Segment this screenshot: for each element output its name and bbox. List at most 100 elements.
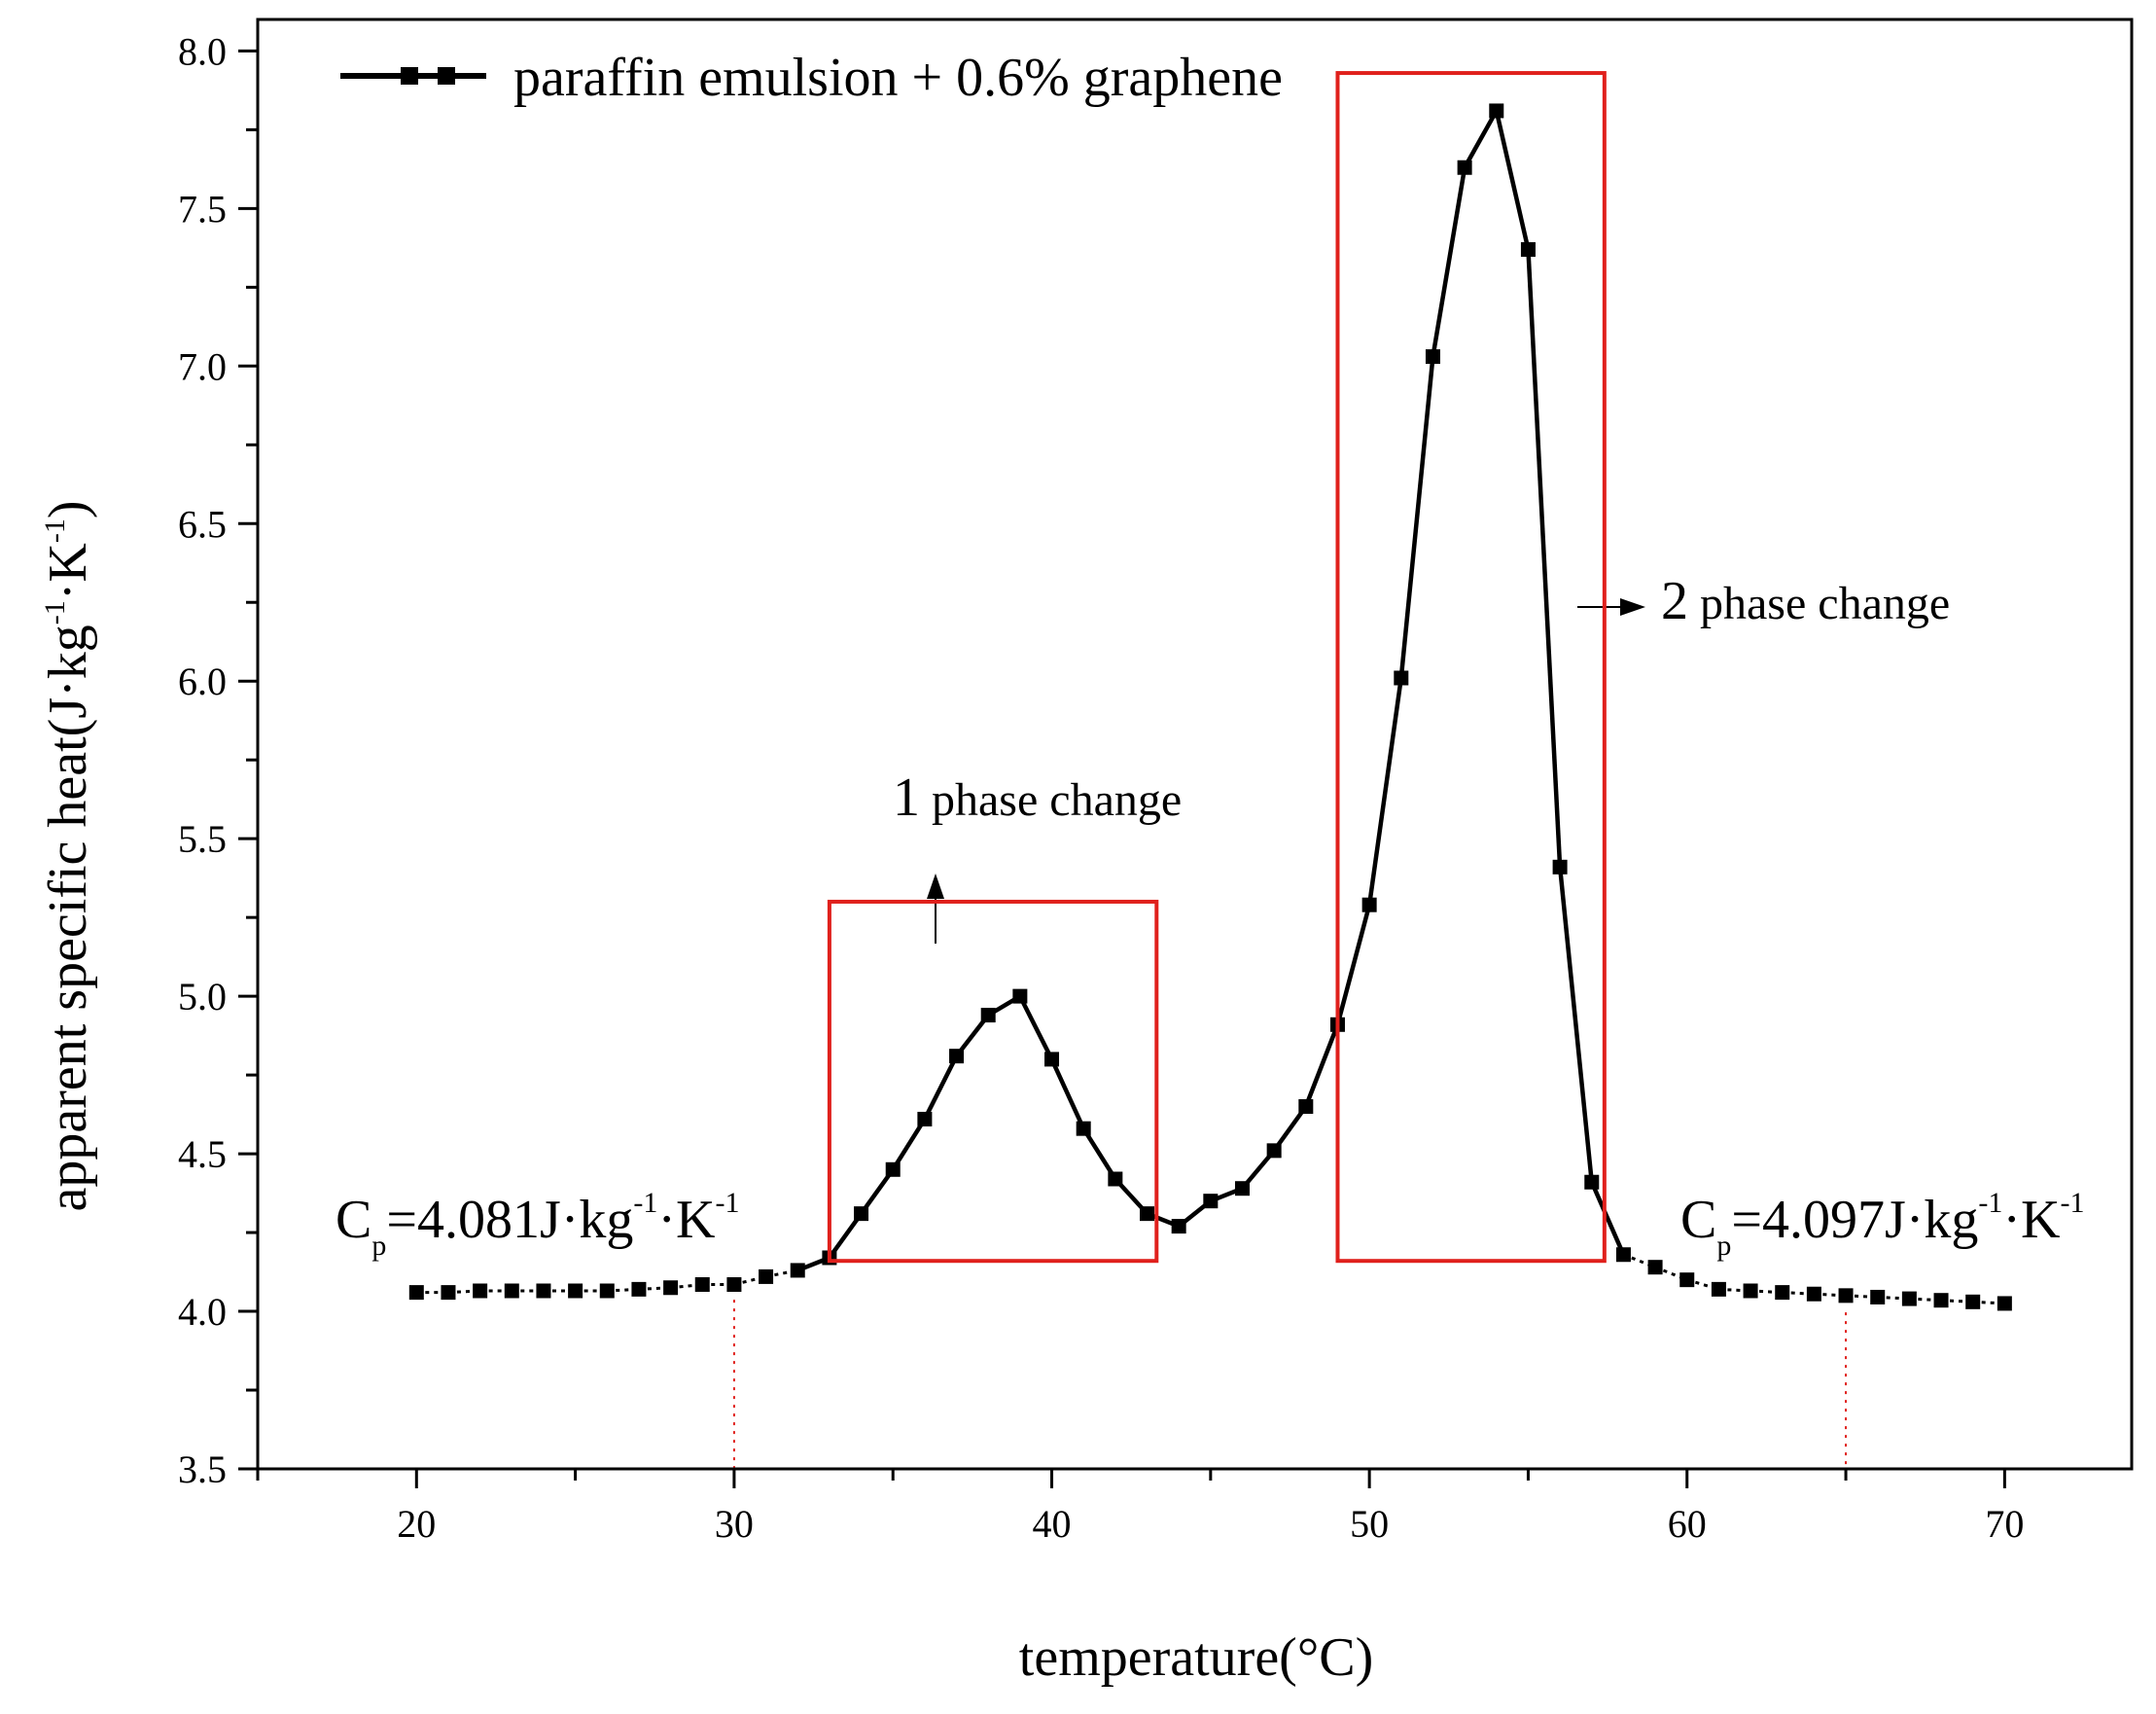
data-point-32 [790,1263,805,1278]
annotation-cp-right-c: C [1680,1190,1716,1250]
annotation-cp-right: Cp=4.097J·kg-1·K-1 [1680,1187,2084,1262]
legend-marker-1 [401,67,418,85]
x-tick-label-30: 30 [715,1502,754,1546]
y-tick-label-8.0: 8.0 [178,29,227,73]
x-tick-label-60: 60 [1668,1502,1707,1546]
data-point-50 [1361,897,1377,912]
annotation-phase-1-arrow-head [927,874,944,899]
annotation-cp-left-sup-1: -1 [633,1187,657,1219]
annotation-phase-1: 1 phase change [893,768,1182,944]
annotation-cp-right-sup-2: -1 [2060,1187,2084,1219]
data-point-47 [1266,1143,1282,1159]
annotation-cp-left-k: ·K [657,1190,715,1250]
data-point-34 [854,1206,869,1222]
y-axis-title-sup-2: -1 [39,518,71,543]
series-0-segment-36 [1557,867,1595,1183]
annotation-cp-left-value: =4.081J·kg [386,1190,633,1250]
series-0-segment-20 [1049,1057,1086,1130]
data-point-46 [1234,1181,1250,1196]
series-0-segment-15 [891,1118,927,1171]
data-point-37 [949,1049,965,1064]
data-point-66 [1870,1289,1886,1304]
y-tick-label-4.0: 4.0 [178,1290,227,1334]
annotation-cp-right-k: ·K [2002,1190,2060,1250]
y-tick-label-5.0: 5.0 [178,975,227,1018]
plot-frame [256,18,2134,1471]
data-point-62 [1743,1283,1758,1299]
data-point-51 [1394,670,1409,686]
annotation-phase-1-num: 1 [893,768,920,828]
data-point-63 [1775,1285,1790,1301]
data-point-70 [1997,1296,2012,1311]
series-0-segment-13 [828,1212,864,1260]
series-0-segment-19 [1017,995,1054,1060]
data-point-57 [1584,1174,1600,1190]
data-point-58 [1615,1247,1631,1263]
data-point-24 [536,1283,551,1299]
data-point-53 [1457,160,1472,175]
legend-marker-2 [438,67,455,85]
data-point-54 [1489,103,1504,119]
series-0-segment-35 [1526,249,1563,868]
data-point-56 [1552,859,1568,875]
data-point-61 [1711,1281,1726,1297]
annotation-phase-2-num: 2 [1661,571,1688,631]
data-point-28 [663,1280,679,1296]
y-tick-label-3.5: 3.5 [178,1447,227,1491]
series-0-segment-33 [1463,109,1499,169]
data-point-38 [980,1008,996,1023]
data-point-43 [1140,1206,1155,1222]
annotation-phase-2: 2 phase change [1577,571,1950,631]
data-point-59 [1647,1260,1663,1275]
data-point-36 [917,1111,933,1126]
x-axis-title: temperature(°C) [1019,1627,1373,1688]
series-0-segment-16 [922,1054,959,1121]
data-point-35 [885,1161,901,1177]
x-tick-label-50: 50 [1350,1502,1389,1546]
annotation-cp-right-sub: p [1716,1230,1731,1262]
data-point-22 [473,1283,488,1299]
phase-box-1 [827,899,1159,1264]
plot-area: 20 30 40 50 60 70 3.5 4.0 4.5 5.0 5.5 6.0 6.5 7.0 7.5 8… [178,29,2024,1546]
y-axis-title: apparent specific heat(J·kg-1·K-1) [38,500,98,1211]
data-point-45 [1203,1194,1219,1209]
data-point-42 [1108,1171,1123,1187]
data-point-65 [1838,1288,1854,1303]
y-tick-label-5.5: 5.5 [178,817,227,861]
series-0-segment-29 [1335,904,1372,1025]
y-axis-title-k: ·K [38,543,98,600]
data-point-48 [1298,1099,1314,1114]
annotation-cp-left-sub: p [371,1230,386,1262]
data-point-40 [1044,1052,1060,1067]
x-tick-label-40: 40 [1033,1502,1072,1546]
data-point-67 [1901,1291,1917,1306]
series-0-segment-28 [1303,1023,1340,1108]
y-tick-label-6.0: 6.0 [178,660,227,703]
data-point-52 [1425,349,1440,365]
annotation-cp-right-value: =4.097J·kg [1731,1190,1978,1250]
annotation-cp-left-sup-2: -1 [715,1187,739,1219]
y-axis-title-main: apparent specific heat(J·kg [38,625,98,1211]
x-tick-label-70: 70 [1985,1502,2024,1546]
data-point-21 [441,1285,456,1301]
series-0-segment-30 [1366,677,1404,906]
annotation-phase-2-arrow-head [1620,598,1645,616]
y-tick-label-4.5: 4.5 [178,1132,227,1176]
data-point-29 [694,1277,710,1293]
data-point-26 [599,1283,615,1299]
annotation-cp-left: Cp=4.081J·kg-1·K-1 [336,1187,739,1262]
data-point-44 [1171,1219,1186,1234]
data-point-25 [568,1283,583,1299]
data-point-64 [1806,1286,1821,1302]
data-point-39 [1012,988,1028,1004]
y-tick-label-7.5: 7.5 [178,187,227,231]
x-tick-label-20: 20 [397,1502,436,1546]
y-axis-title-sup-1: -1 [39,600,71,625]
data-point-31 [759,1268,774,1284]
legend-text: paraffin emulsion + 0.6% graphene [513,48,1283,108]
data-point-23 [504,1283,519,1299]
annotation-cp-left-c: C [336,1190,371,1250]
